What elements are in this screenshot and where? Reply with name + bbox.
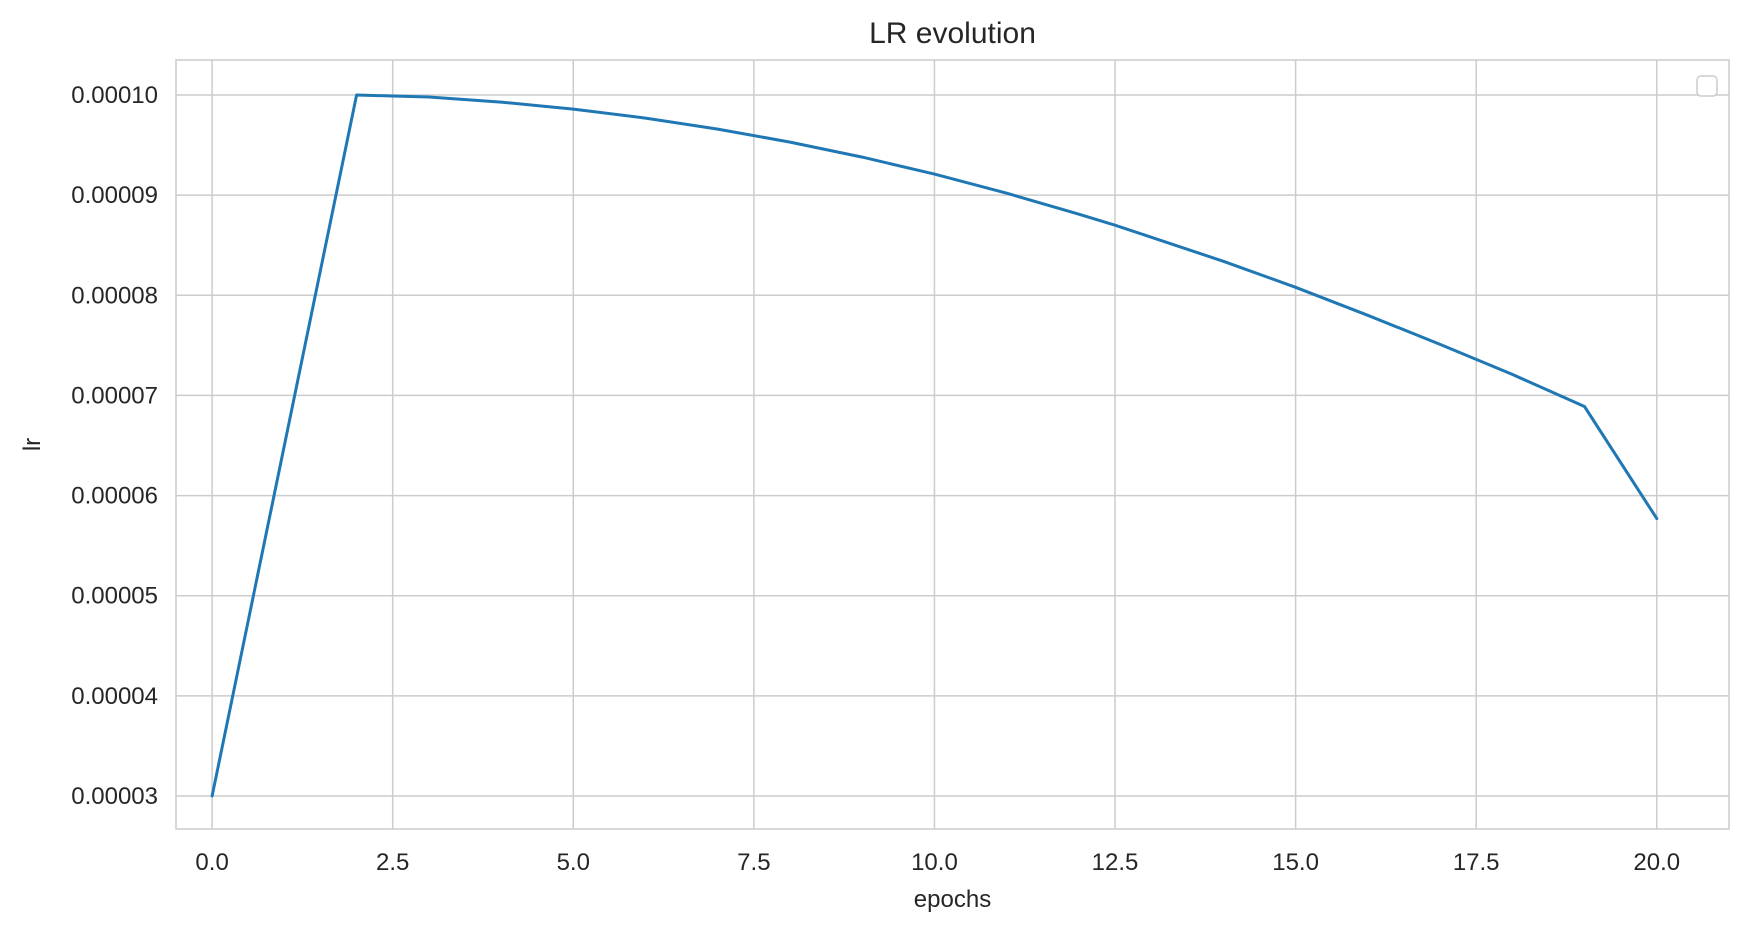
y-tick-labels: 0.00003 0.00004 0.00005 0.00006 0.00007 0.000… bbox=[71, 82, 158, 810]
x-tick-label: 17.5 bbox=[1453, 849, 1500, 876]
y-tick-label: 0.00008 bbox=[71, 282, 158, 309]
x-tick-label: 2.5 bbox=[376, 849, 409, 876]
grid-lines bbox=[176, 60, 1729, 829]
y-axis-label: lr bbox=[19, 438, 46, 451]
x-tick-label: 15.0 bbox=[1272, 849, 1319, 876]
y-tick-label: 0.00009 bbox=[71, 182, 158, 209]
x-tick-label: 5.0 bbox=[557, 849, 590, 876]
x-axis-label: epochs bbox=[914, 886, 991, 913]
y-tick-label: 0.00007 bbox=[71, 382, 158, 409]
x-tick-label: 0.0 bbox=[195, 849, 228, 876]
x-tick-label: 12.5 bbox=[1092, 849, 1139, 876]
x-tick-label: 10.0 bbox=[911, 849, 958, 876]
series-layer bbox=[210, 93, 1659, 798]
y-tick-label: 0.00006 bbox=[71, 483, 158, 510]
x-tick-labels: 0.0 2.5 5.0 7.5 10.0 12.5 15.0 17.5 20.0 bbox=[195, 849, 1680, 876]
chart-title: LR evolution bbox=[869, 17, 1036, 50]
y-tick-label: 0.00003 bbox=[71, 783, 158, 810]
x-tick-label: 20.0 bbox=[1633, 849, 1680, 876]
series-line bbox=[210, 93, 1659, 798]
x-tick-label: 7.5 bbox=[737, 849, 770, 876]
plot-frame bbox=[175, 59, 1730, 830]
y-tick-label: 0.00010 bbox=[71, 82, 158, 109]
legend-box bbox=[1696, 75, 1718, 97]
y-tick-label: 0.00005 bbox=[71, 583, 158, 610]
y-tick-label: 0.00004 bbox=[71, 683, 158, 710]
